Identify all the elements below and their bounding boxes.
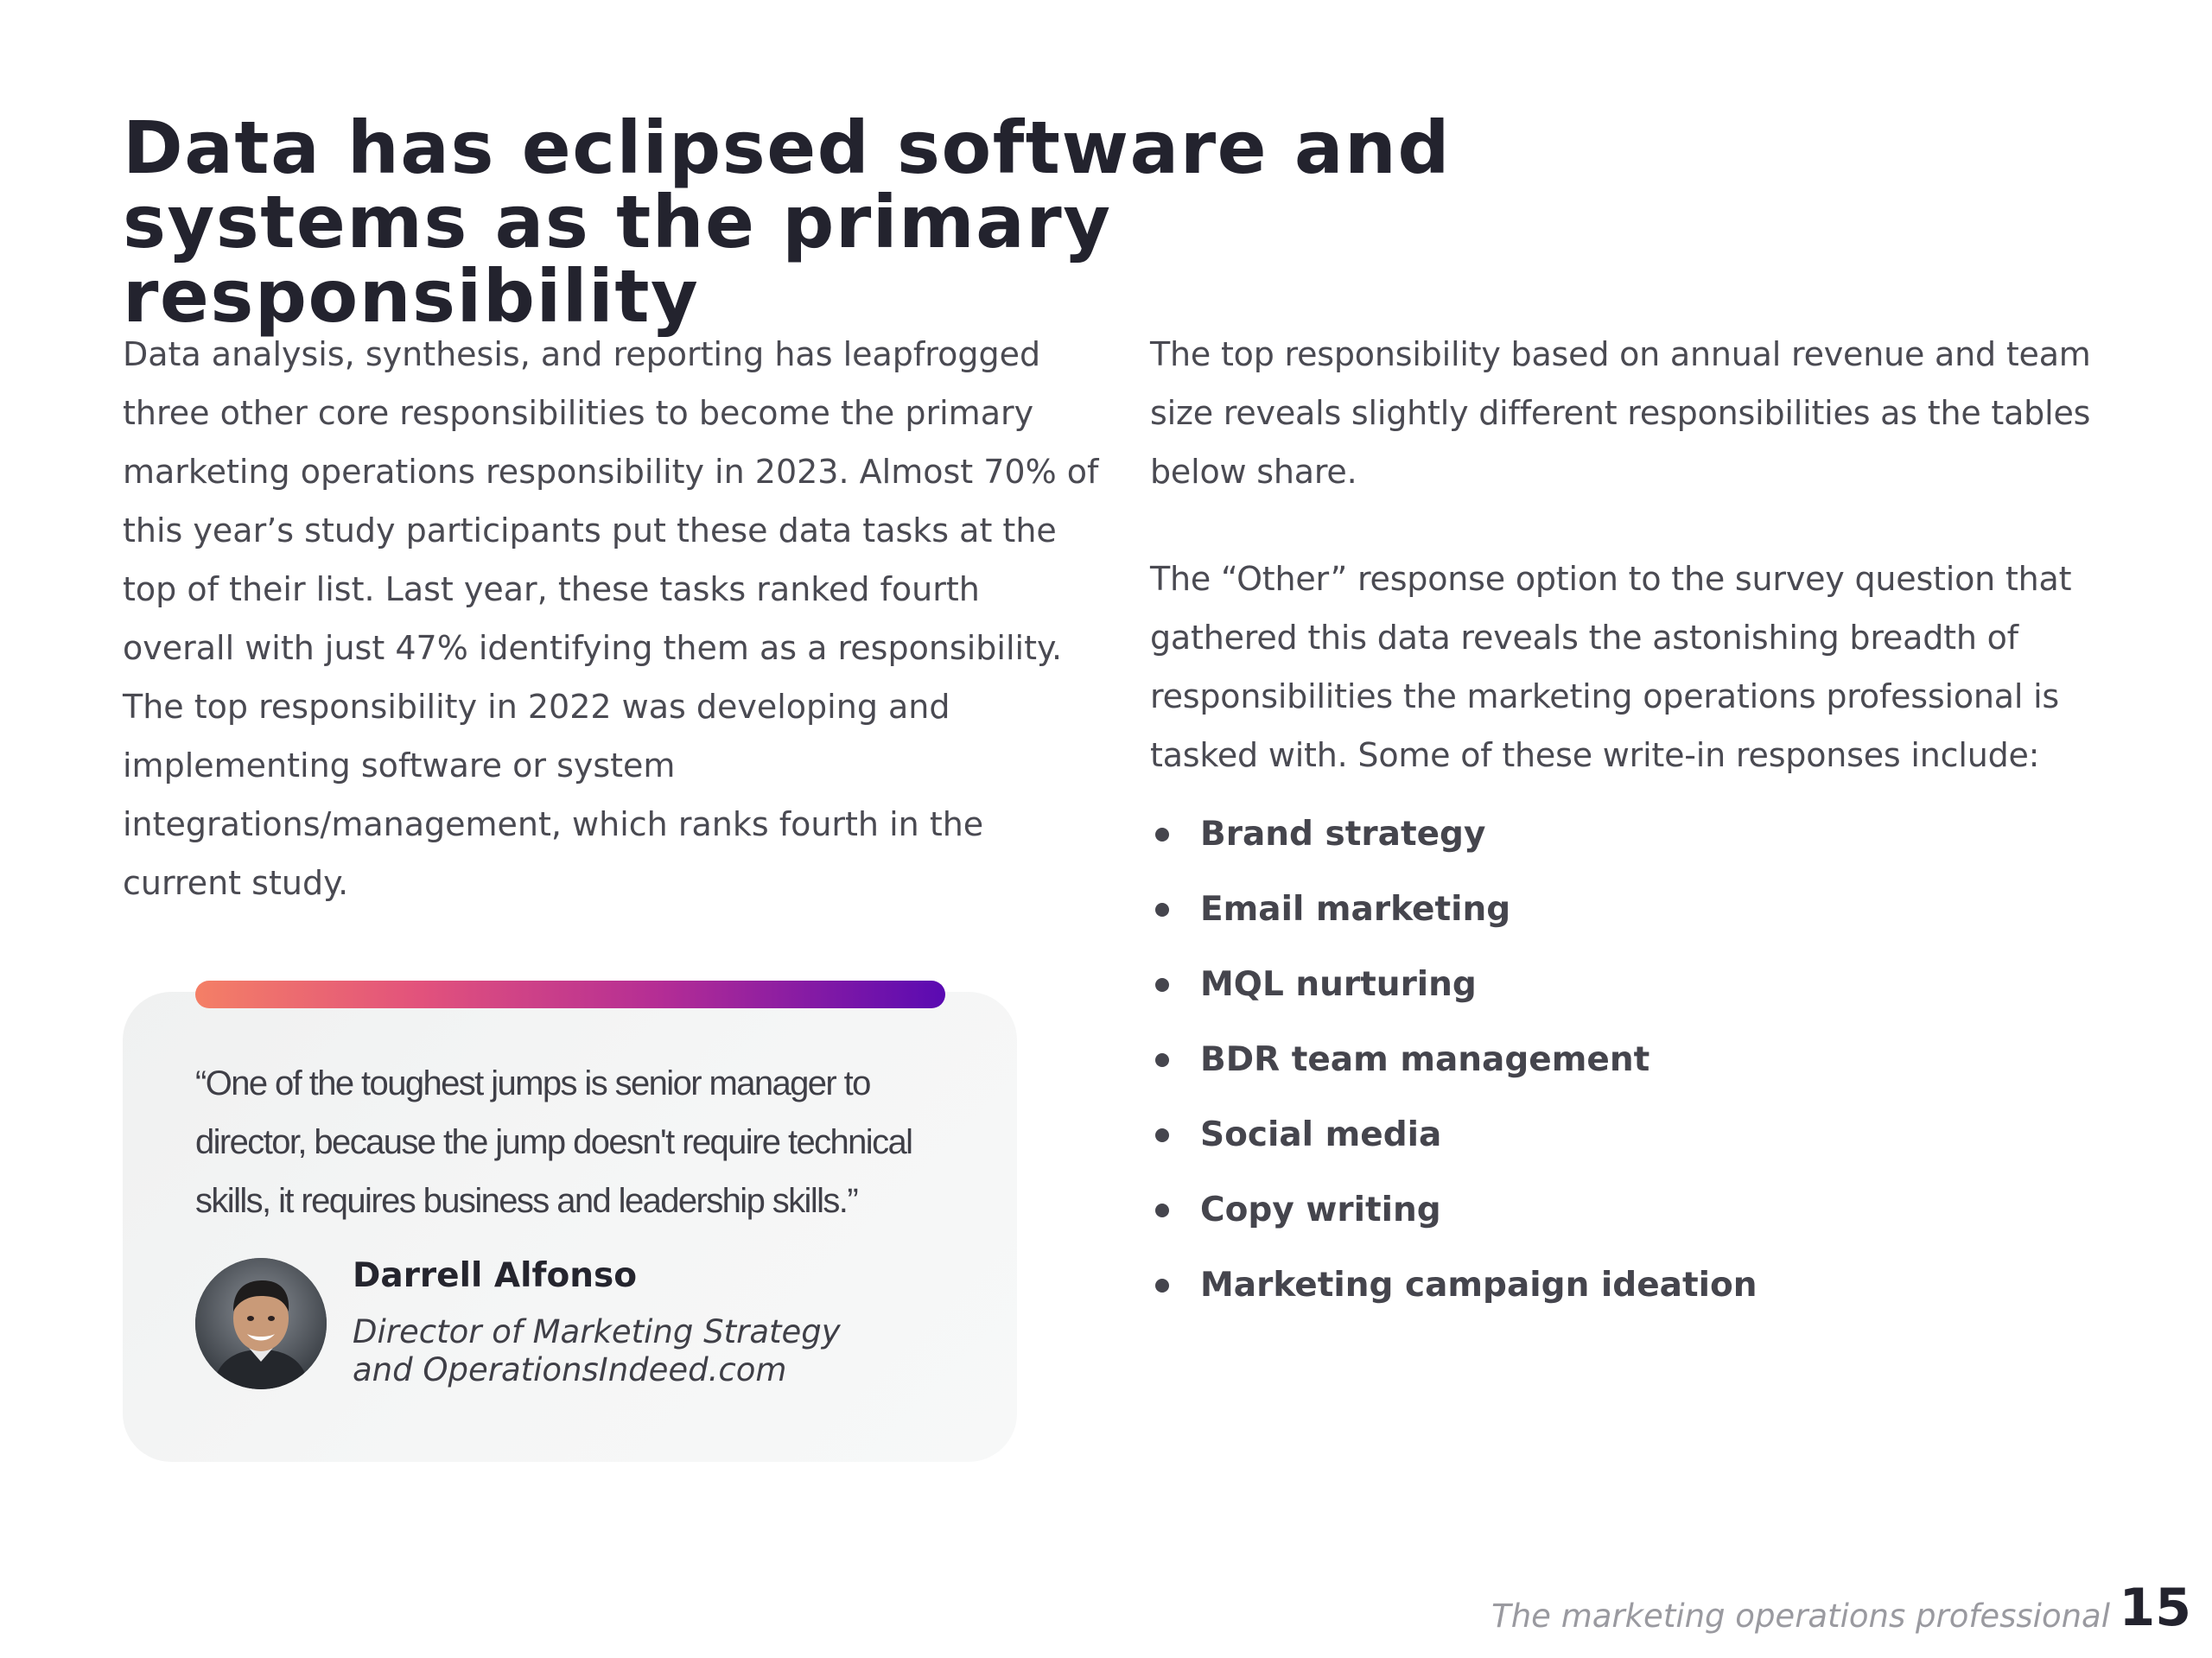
bullet-dot-icon: [1155, 1053, 1169, 1067]
list-item-label: Social media: [1200, 1115, 1442, 1154]
list-item-label: Copy writing: [1200, 1191, 1441, 1229]
page-title-line-2: systems as the primary responsibility: [123, 180, 1112, 339]
page-number: 15: [2119, 1578, 2192, 1638]
quote-author-title-line-2: and OperationsIndeed.com: [353, 1351, 787, 1388]
list-item: BDR team management: [1150, 1022, 2126, 1097]
quote-author-name: Darrell Alfonso: [353, 1256, 638, 1295]
bullet-dot-icon: [1155, 978, 1169, 992]
list-item: Copy writing: [1150, 1172, 2126, 1248]
bullet-dot-icon: [1155, 1204, 1169, 1217]
quote-author-title-line-1: Director of Marketing Strategy: [353, 1313, 841, 1350]
right-column: The top responsibility based on annual r…: [1150, 325, 2126, 1323]
right-column-paragraph-1: The top responsibility based on annual r…: [1150, 335, 2091, 491]
person-portrait-icon: [195, 1258, 327, 1389]
list-item-label: Marketing campaign ideation: [1200, 1266, 1758, 1305]
bullet-dot-icon: [1155, 1128, 1169, 1142]
list-item: MQL nurturing: [1150, 947, 2126, 1022]
list-item-label: MQL nurturing: [1200, 965, 1477, 1004]
right-column-paragraph-2: The “Other” response option to the surve…: [1150, 560, 2072, 774]
left-column-paragraph: Data analysis, synthesis, and reporting …: [123, 335, 1099, 902]
responsibilities-list: Brand strategy Email marketing MQL nurtu…: [1150, 797, 2126, 1323]
bullet-dot-icon: [1155, 903, 1169, 917]
quote-author-title: Director of Marketing Strategy and Opera…: [353, 1313, 957, 1389]
footer-label: The marketing operations professional: [1491, 1598, 2110, 1635]
list-item-label: BDR team management: [1200, 1040, 1650, 1079]
avatar: [195, 1258, 327, 1389]
list-item: Social media: [1150, 1097, 2126, 1172]
list-item: Email marketing: [1150, 872, 2126, 947]
bullet-dot-icon: [1155, 828, 1169, 842]
page-title-line-1: Data has eclipsed software and: [123, 105, 1451, 190]
list-item: Brand strategy: [1150, 797, 2126, 872]
quote-accent-bar: [195, 981, 945, 1008]
bullet-dot-icon: [1155, 1279, 1169, 1293]
page-title: Data has eclipsed software and systems a…: [123, 111, 1592, 334]
list-item: Marketing campaign ideation: [1150, 1248, 2126, 1323]
list-item-label: Email marketing: [1200, 890, 1511, 929]
quote-text: “One of the toughest jumps is senior man…: [195, 1064, 913, 1220]
list-item-label: Brand strategy: [1200, 815, 1486, 854]
